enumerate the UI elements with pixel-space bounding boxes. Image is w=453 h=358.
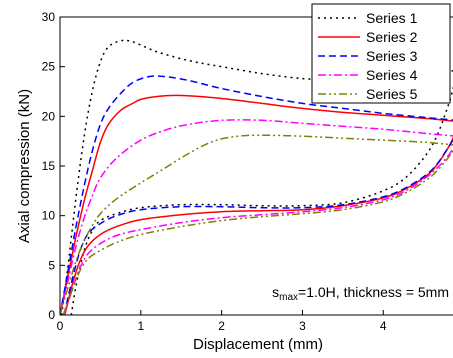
series-5 [60,134,453,315]
legend-label: Series 3 [366,48,418,64]
annotation-symbol: s [272,284,279,300]
legend-label: Series 1 [366,10,418,26]
series-2-loading-line [60,94,453,315]
annotation: smax=1.0H, thickness = 5mm [272,284,449,303]
x-tick-label: 4 [380,319,387,333]
y-tick-label: 25 [42,60,56,74]
y-tick-label: 10 [42,209,56,223]
series-1-unloading-line [70,85,453,315]
y-tick-label: 5 [48,258,55,272]
series-layer [60,39,453,315]
series-4-loading-line [60,119,453,315]
y-axis-title: Axial compression (kN) [16,89,33,243]
x-tick-label: 3 [299,319,306,333]
series-2-unloading-line [64,136,453,315]
legend-label: Series 5 [366,86,418,102]
series-3-unloading-line [63,138,453,315]
y-tick-label: 30 [42,10,56,24]
y-tick-label: 15 [42,159,56,173]
x-tick-label: 0 [57,319,64,333]
series-5-loading-line [60,134,453,315]
x-tick-label: 1 [137,319,144,333]
annotation-subscript: max [279,292,298,303]
legend: Series 1 Series 2 Series 3 Series 4 Series 5 [311,3,451,104]
series-3-loading-line [60,75,453,315]
legend-label: Series 4 [366,67,418,83]
x-tick-label: 2 [218,319,225,333]
x-axis-title: Displacement (mm) [193,336,323,353]
legend-items: Series 1 Series 2 Series 3 Series 4 Series 5 [318,10,418,102]
annotation-text: =1.0H, thickness = 5mm [298,284,449,300]
series-4 [60,119,453,315]
series-1 [60,39,453,315]
ticks-layer: 0 1 2 3 4 0 5 10 15 20 25 30 [42,10,387,333]
legend-label: Series 2 [366,29,418,45]
series-2 [60,94,453,315]
series-5-unloading-line [62,149,453,315]
legend-box [311,3,451,104]
series-1-loading-line [60,39,453,315]
series-3 [60,75,453,315]
y-tick-label: 0 [48,308,55,322]
series-4-unloading-line [63,147,453,315]
y-tick-label: 20 [42,109,56,123]
